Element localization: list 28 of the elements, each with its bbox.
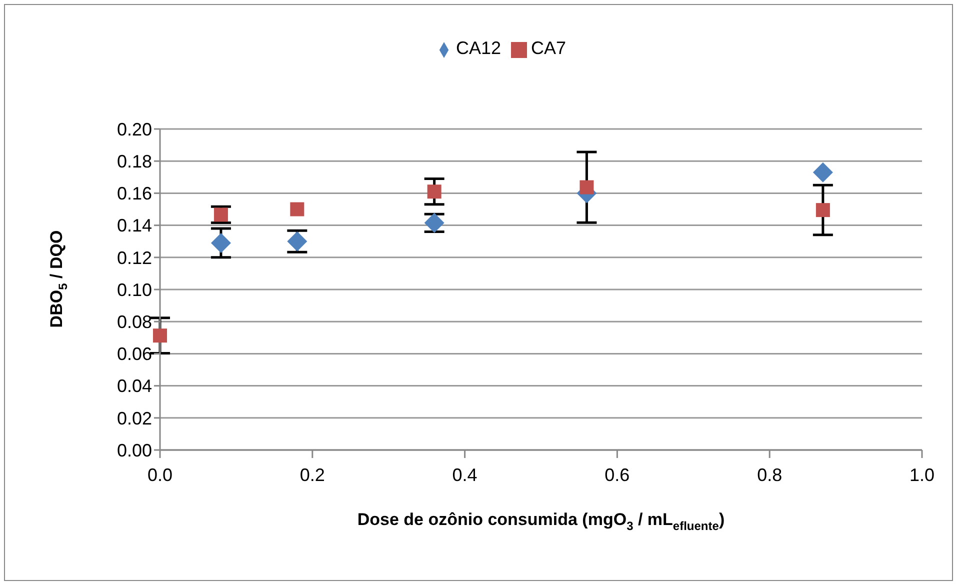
x-tick-label: 0.6 [604,464,630,485]
y-tick-label: 0.08 [116,312,152,332]
y-tick-label: 0.14 [116,216,152,236]
point [214,208,228,222]
point [816,203,830,218]
x-axis-title: Dose de ozônio consumida (mgO$_{3}$ / mL$_{efluente}$) [357,510,725,533]
legend-label: CA12 [456,38,501,58]
legend-label: CA7 [531,38,566,58]
y-tick-label: 0.18 [116,151,152,172]
point [210,232,231,253]
x-tick-label: 1.0 [909,464,935,485]
y-tick-label: 0.04 [116,376,152,396]
y-tick-label: 0.10 [116,280,152,300]
y-tick-label: 0.06 [116,344,152,364]
point [153,328,167,343]
y-tick-label: 0.02 [116,408,152,428]
y-tick-label: 0.20 [116,119,152,140]
x-tick-label: 0.0 [147,464,173,485]
point [812,162,833,182]
point [580,180,594,194]
x-tick-label: 0.4 [452,464,478,485]
point [427,184,442,199]
y-tick-label: 0.00 [116,440,152,460]
y-tick-label: 0.16 [116,184,152,204]
point [290,202,304,216]
y-tick-label: 0.12 [116,248,152,268]
x-tick-label: 0.8 [757,464,782,485]
x-tick-label: 0.2 [300,464,325,485]
